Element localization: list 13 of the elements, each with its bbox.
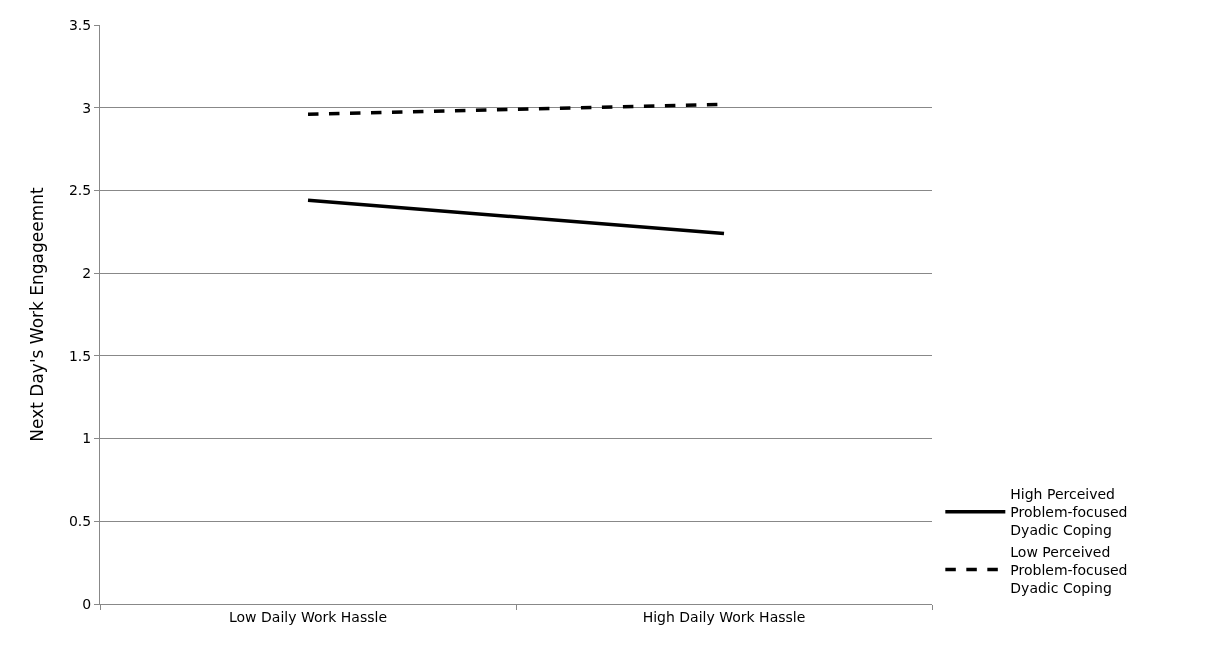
legend-label: Low Perceived Problem-focused Dyadic Coping (1010, 543, 1128, 597)
y-axis-title: Next Day's Work Engageemnt (27, 186, 48, 442)
y-tick-label: 1.5 (68, 347, 92, 364)
y-tick-label: 2 (82, 265, 92, 282)
y-tick-label: 1 (82, 430, 92, 447)
y-tick-label: 3.5 (68, 16, 92, 33)
legend-label: High Perceived Problem-focused Dyadic Coping (1010, 486, 1128, 539)
y-tick-label: 0 (82, 595, 92, 612)
y-tick-label: 3 (82, 99, 92, 116)
y-tick-label: 2.5 (68, 182, 92, 199)
y-tick-label: 0.5 (68, 513, 92, 530)
x-tick-label: High Daily Work Hassle (642, 608, 806, 625)
x-tick-label: Low Daily Work Hassle (229, 608, 387, 625)
